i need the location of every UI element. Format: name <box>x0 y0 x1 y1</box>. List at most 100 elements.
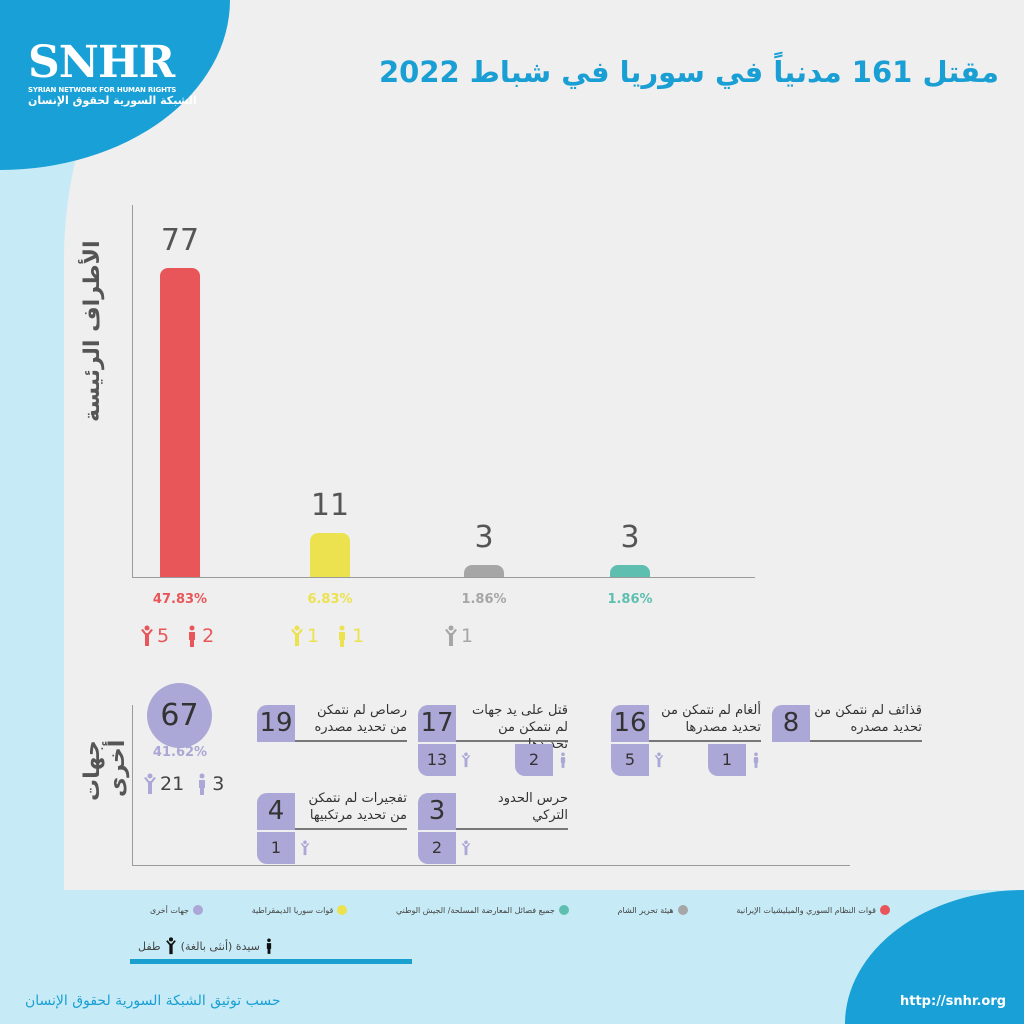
legend-item: جميع فصائل المعارضة المسلحة/ الجيش الوطن… <box>396 905 569 915</box>
category-count: 19 <box>257 705 295 742</box>
woman-icon <box>189 625 196 647</box>
women-breakdown: 1 <box>708 744 761 776</box>
child-icon <box>461 840 471 856</box>
legend-item: هيئة تحرير الشام <box>618 905 688 915</box>
children-breakdown: 1 <box>257 832 310 864</box>
legend-dot-icon <box>677 905 688 915</box>
category-box: 8 قذائف لم نتمكن من تحديد مصدره <box>772 702 922 742</box>
child-icon <box>461 752 471 768</box>
legend: قوات النظام السوري والميليشيات الإيرانية… <box>150 905 890 915</box>
woman-icon <box>753 752 759 768</box>
woman-icon <box>266 938 272 954</box>
children-count: 1 <box>257 832 295 864</box>
legend-label: جميع فصائل المعارضة المسلحة/ الجيش الوطن… <box>396 905 555 915</box>
child-icon <box>654 752 664 768</box>
logo-arabic: الشبكة السورية لحقوق الإنسان <box>28 94 197 107</box>
category-box: 16 ألغام لم نتمكن من تحديد مصدرها <box>611 702 761 742</box>
others-total: 67 <box>147 683 212 748</box>
main-parties-label: الأطراف الرئيسة <box>80 240 105 422</box>
child-icon <box>141 625 153 646</box>
category-count: 8 <box>772 705 810 742</box>
category-box: 3 حرس الحدود التركي <box>418 790 568 830</box>
bar-value-label: 77 <box>160 223 200 258</box>
logo-english: SYRIAN NETWORK FOR HUMAN RIGHTS <box>28 86 177 94</box>
child-icon <box>165 937 176 955</box>
women-breakdown: 2 <box>515 744 568 776</box>
others-label: جهات أخرى <box>80 740 130 801</box>
bar <box>464 564 504 577</box>
women-count: 3 <box>212 773 225 795</box>
category-count: 3 <box>418 793 456 830</box>
legend-dot-icon <box>193 905 203 915</box>
children-count: 5 <box>611 744 649 776</box>
children-breakdown: 5 <box>611 744 664 776</box>
category-box: 17 قتل على يد جهات لم نتمكن من تحديدها <box>418 702 568 752</box>
category-label: حرس الحدود التركي <box>497 791 568 823</box>
y-axis <box>132 205 133 578</box>
legend-item: قوات النظام السوري والميليشيات الإيرانية <box>736 905 890 915</box>
snhr-logo: SNHR SYRIAN NETWORK FOR HUMAN RIGHTS الش… <box>28 37 197 108</box>
bar-value-label: 3 <box>474 519 494 555</box>
bar-percent-label: 1.86% <box>607 592 653 607</box>
bar <box>160 268 200 577</box>
others-axis <box>132 705 133 866</box>
others-percent: 41.62% <box>152 745 208 760</box>
bar-value-label: 3 <box>620 519 640 555</box>
category-label: قذائف لم نتمكن من تحديد مصدره <box>814 703 922 735</box>
source-note: حسب توثيق الشبكة السورية لحقوق الإنسان <box>25 993 281 1009</box>
children-count: 1 <box>461 625 474 647</box>
woman-key-label: سيدة (أنثى بالغة) <box>180 939 260 953</box>
legend-label: جهات أخرى <box>150 905 189 915</box>
key-underline <box>130 959 412 964</box>
legend-item: جهات أخرى <box>150 905 203 915</box>
legend-label: هيئة تحرير الشام <box>617 905 674 915</box>
child-icon <box>300 840 310 856</box>
others-casualties: 21 3 <box>143 773 224 795</box>
children-count: 21 <box>160 773 185 795</box>
legend-item: قوات سوريا الديمقراطية <box>252 905 348 915</box>
bar <box>610 564 650 577</box>
others-baseline <box>132 865 850 866</box>
category-count: 16 <box>611 705 649 742</box>
women-count: 2 <box>202 625 215 647</box>
women-count: 2 <box>515 744 553 776</box>
logo-mark: SNHR <box>28 37 175 88</box>
category-label: رصاص لم نتمكن من تحديد مصدره <box>314 703 407 735</box>
category-box: 4 تفجيرات لم نتمكن من تحديد مرتكبيها <box>257 790 407 830</box>
bar <box>310 532 350 577</box>
child-icon <box>445 625 457 646</box>
bar-value-label: 11 <box>310 487 350 523</box>
children-breakdown: 13 <box>418 744 471 776</box>
page-title: مقتل 161 مدنياً في سوريا في شباط 2022 <box>378 55 999 89</box>
women-count: 1 <box>352 625 365 647</box>
category-label: تفجيرات لم نتمكن من تحديد مرتكبيها <box>308 791 407 823</box>
casualty-breakdown: 1 <box>444 625 473 647</box>
category-count: 4 <box>257 793 295 830</box>
woman-icon <box>339 625 346 647</box>
category-box: 19 رصاص لم نتمكن من تحديد مصدره <box>257 702 407 742</box>
icon-key: سيدة (أنثى بالغة) طفل <box>138 936 274 956</box>
legend-dot-icon <box>880 905 890 915</box>
woman-icon <box>560 752 566 768</box>
legend-label: قوات النظام السوري والميليشيات الإيرانية <box>736 905 876 915</box>
category-label: قتل على يد جهات لم نتمكن من تحديدها <box>472 703 568 752</box>
category-label: ألغام لم نتمكن من تحديد مصدرها <box>661 703 761 735</box>
bar-percent-label: 6.83% <box>307 592 353 607</box>
x-axis <box>132 577 755 578</box>
children-count: 13 <box>418 744 456 776</box>
website-link[interactable]: http://snhr.org <box>900 994 1007 1009</box>
child-icon <box>144 773 156 794</box>
children-count: 2 <box>418 832 456 864</box>
category-count: 17 <box>418 705 456 742</box>
child-key-label: طفل <box>138 939 161 953</box>
bar-percent-label: 1.86% <box>461 592 507 607</box>
children-breakdown: 2 <box>418 832 471 864</box>
women-count: 1 <box>708 744 746 776</box>
children-count: 5 <box>157 625 170 647</box>
legend-dot-icon <box>337 905 348 915</box>
woman-icon <box>199 773 206 795</box>
legend-label: قوات سوريا الديمقراطية <box>251 905 334 915</box>
bar-percent-label: 47.83% <box>152 592 208 607</box>
